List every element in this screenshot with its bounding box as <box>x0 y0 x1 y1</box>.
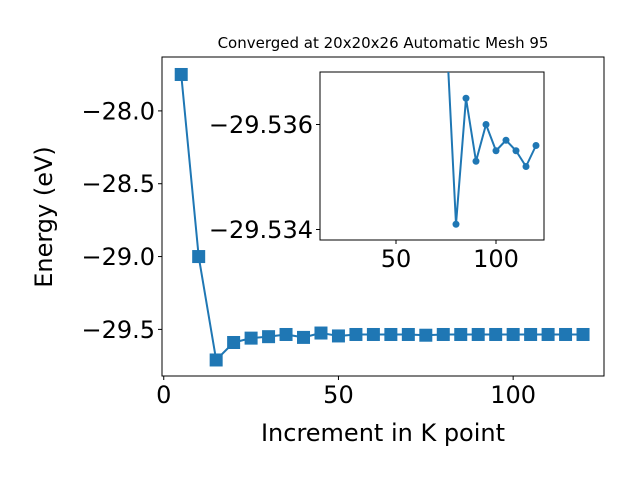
main-data-point <box>559 327 573 341</box>
main-data-point <box>506 327 520 341</box>
main-y-tick-label: −29.0 <box>81 243 155 271</box>
main-data-point <box>192 250 206 264</box>
main-data-point <box>279 327 293 341</box>
main-data-point <box>349 327 363 341</box>
inset-axes-frame <box>319 71 545 241</box>
inset-data-point <box>482 121 490 128</box>
inset-y-tick-label: −29.534 <box>209 216 313 244</box>
inset-data-point <box>532 142 540 149</box>
main-data-point <box>524 327 538 341</box>
main-data-point <box>244 331 258 345</box>
main-y-tick-label: −29.5 <box>81 316 155 344</box>
main-series <box>174 67 590 367</box>
main-data-point <box>297 330 311 344</box>
inset-data-point <box>472 157 480 165</box>
inset-data-point <box>462 94 470 102</box>
main-data-point <box>314 326 328 340</box>
x-axis-label: Increment in K point <box>261 419 505 447</box>
main-y-tick-label: −28.0 <box>81 97 155 125</box>
main-x-tick-label: 0 <box>156 381 171 409</box>
inset-data-point <box>512 147 520 155</box>
main-x-tick-label: 100 <box>490 381 536 409</box>
main-data-point <box>401 327 415 341</box>
main-y-tick-label: −28.5 <box>81 170 155 198</box>
inset-data-point <box>452 220 460 228</box>
inset-series <box>443 21 540 228</box>
inset-series-line <box>447 72 537 226</box>
main-x-tick-label: 50 <box>323 381 354 409</box>
main-data-point <box>331 329 345 343</box>
inset-y-tick-label: −29.536 <box>209 111 313 139</box>
chart-title: Converged at 20x20x26 Automatic Mesh 95 <box>218 34 549 52</box>
main-data-point <box>436 327 450 341</box>
main-data-point <box>454 327 468 341</box>
y-axis-label: Energy (eV) <box>30 146 58 288</box>
inset-x-tick-label: 100 <box>473 245 519 273</box>
inset-data-point <box>522 163 530 170</box>
inset-plot: 50 100 −29.536 −29.534 <box>209 21 545 273</box>
main-data-point <box>419 328 433 342</box>
main-data-point <box>227 335 241 349</box>
main-data-point <box>262 330 276 344</box>
main-data-point <box>576 327 590 341</box>
inset-data-point <box>443 21 450 28</box>
main-data-point <box>471 327 485 341</box>
main-data-point <box>541 327 555 341</box>
inset-data-point <box>502 136 510 144</box>
main-data-point <box>384 327 398 341</box>
main-data-point <box>489 327 503 341</box>
main-data-point <box>209 353 223 367</box>
main-data-point <box>366 327 380 341</box>
inset-data-point <box>492 147 500 155</box>
inset-x-tick-label: 50 <box>381 245 412 273</box>
main-data-point <box>174 67 188 81</box>
